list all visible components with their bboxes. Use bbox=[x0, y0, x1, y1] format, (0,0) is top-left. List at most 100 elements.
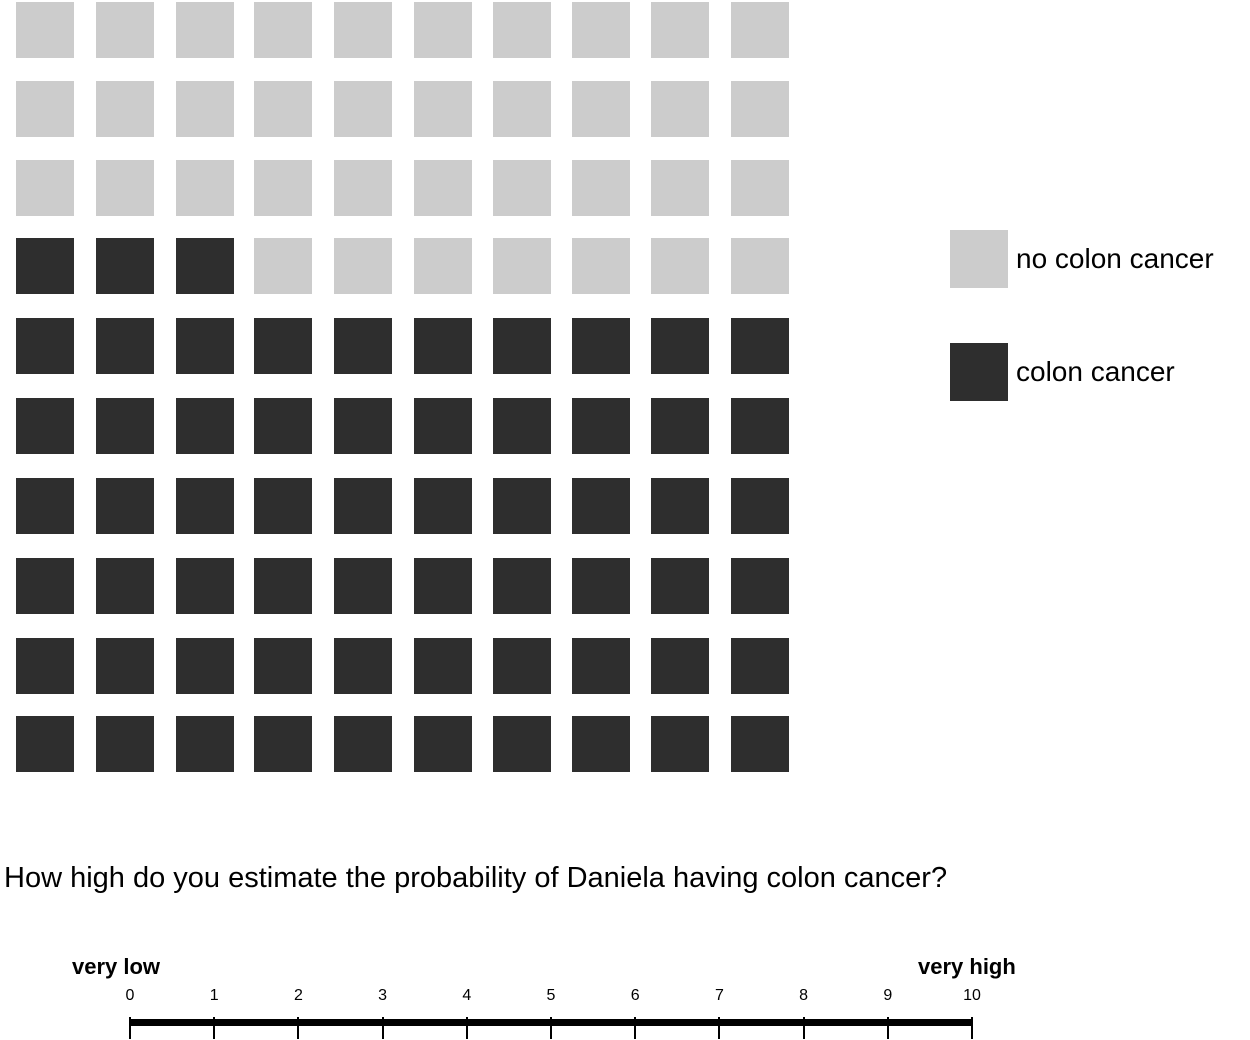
person-icon-colon-cancer bbox=[254, 398, 312, 454]
person-icon-colon-cancer bbox=[334, 638, 392, 694]
person-icon-colon-cancer bbox=[493, 716, 551, 772]
person-icon-colon-cancer bbox=[572, 558, 630, 614]
person-icon-no-colon-cancer bbox=[16, 81, 74, 137]
scale-tick-3[interactable] bbox=[381, 1017, 384, 1039]
person-icon-colon-cancer bbox=[176, 478, 234, 534]
icon-array bbox=[0, 0, 800, 780]
person-icon-no-colon-cancer bbox=[334, 81, 392, 137]
person-icon-colon-cancer bbox=[96, 638, 154, 694]
person-icon-no-colon-cancer bbox=[651, 238, 709, 294]
person-icon-colon-cancer bbox=[176, 558, 234, 614]
legend-item-no-colon-cancer: no colon cancer bbox=[950, 230, 1214, 288]
person-icon-no-colon-cancer bbox=[254, 160, 312, 216]
person-icon-no-colon-cancer bbox=[493, 2, 551, 58]
scale-tick-1[interactable] bbox=[213, 1017, 216, 1039]
person-icon-colon-cancer bbox=[651, 558, 709, 614]
scale-tick-label-1: 1 bbox=[209, 987, 219, 1004]
person-icon-no-colon-cancer bbox=[334, 238, 392, 294]
person-icon-colon-cancer bbox=[572, 318, 630, 374]
person-icon-colon-cancer bbox=[96, 318, 154, 374]
person-icon-colon-cancer bbox=[731, 478, 789, 534]
person-icon-colon-cancer bbox=[731, 558, 789, 614]
scale-tick-0[interactable] bbox=[129, 1017, 131, 1039]
legend-label-colon-cancer: colon cancer bbox=[1016, 356, 1175, 387]
person-icon-no-colon-cancer bbox=[572, 238, 630, 294]
person-icon-colon-cancer bbox=[651, 398, 709, 454]
person-icon-colon-cancer bbox=[651, 716, 709, 772]
person-icon-colon-cancer bbox=[96, 716, 154, 772]
scale-tick-4[interactable] bbox=[465, 1017, 468, 1039]
scale-tick-10[interactable] bbox=[971, 1017, 973, 1039]
scale-tick-2[interactable] bbox=[297, 1017, 300, 1039]
person-icon-colon-cancer bbox=[96, 398, 154, 454]
person-icon-colon-cancer bbox=[334, 478, 392, 534]
person-icon-colon-cancer bbox=[96, 558, 154, 614]
person-icon-no-colon-cancer bbox=[651, 81, 709, 137]
person-icon-no-colon-cancer bbox=[731, 81, 789, 137]
person-icon-colon-cancer bbox=[254, 318, 312, 374]
person-icon-colon-cancer bbox=[176, 638, 234, 694]
person-icon-no-colon-cancer bbox=[493, 238, 551, 294]
person-icon-colon-cancer bbox=[414, 318, 472, 374]
person-icon-no-colon-cancer bbox=[254, 238, 312, 294]
scale-high-label: very high bbox=[918, 954, 1016, 979]
person-icon-colon-cancer bbox=[572, 398, 630, 454]
scale-tick-9[interactable] bbox=[886, 1017, 889, 1039]
person-icon-colon-cancer bbox=[254, 478, 312, 534]
person-icon-colon-cancer bbox=[254, 638, 312, 694]
person-icon-no-colon-cancer bbox=[414, 81, 472, 137]
person-icon-no-colon-cancer bbox=[651, 160, 709, 216]
scale-tick-label-6: 6 bbox=[630, 987, 640, 1004]
scale-tick-label-7: 7 bbox=[714, 987, 724, 1004]
scale-tick-label-4: 4 bbox=[462, 987, 472, 1004]
scale-tick-label-9: 9 bbox=[883, 987, 893, 1004]
scale-tick-label-3: 3 bbox=[378, 987, 388, 1004]
person-icon-colon-cancer bbox=[176, 238, 234, 294]
person-icon-no-colon-cancer bbox=[96, 160, 154, 216]
person-icon-colon-cancer bbox=[16, 558, 74, 614]
scale-tick-7[interactable] bbox=[718, 1017, 721, 1039]
person-icon-colon-cancer bbox=[16, 238, 74, 294]
person-icon-no-colon-cancer bbox=[254, 2, 312, 58]
person-icon-colon-cancer bbox=[731, 318, 789, 374]
scale-low-label: very low bbox=[72, 954, 161, 979]
person-icon-no-colon-cancer bbox=[731, 2, 789, 58]
person-icon-colon-cancer bbox=[572, 716, 630, 772]
legend-label-no-colon-cancer: no colon cancer bbox=[1016, 243, 1214, 274]
person-icon-colon-cancer bbox=[16, 478, 74, 534]
person-icon-no-colon-cancer bbox=[16, 160, 74, 216]
person-icon-colon-cancer bbox=[651, 638, 709, 694]
legend-item-colon-cancer: colon cancer bbox=[950, 343, 1175, 401]
person-icon-no-colon-cancer bbox=[572, 2, 630, 58]
person-icon-colon-cancer bbox=[493, 558, 551, 614]
person-icon-colon-cancer bbox=[651, 478, 709, 534]
person-icon-no-colon-cancer bbox=[493, 81, 551, 137]
person-icon-colon-cancer bbox=[414, 716, 472, 772]
person-icon-colon-cancer bbox=[651, 318, 709, 374]
person-icon-colon-cancer bbox=[96, 478, 154, 534]
person-icon-colon-cancer bbox=[414, 478, 472, 534]
person-icon-colon-cancer bbox=[16, 318, 74, 374]
person-icon-no-colon-cancer bbox=[572, 81, 630, 137]
person-icon-no-colon-cancer bbox=[176, 160, 234, 216]
person-icon-colon-cancer bbox=[176, 716, 234, 772]
scale-tick-label-5: 5 bbox=[546, 987, 556, 1004]
legend-swatch-colon-cancer bbox=[950, 343, 1008, 401]
person-icon-no-colon-cancer bbox=[96, 81, 154, 137]
person-icon-colon-cancer bbox=[493, 638, 551, 694]
person-icon-colon-cancer bbox=[493, 478, 551, 534]
person-icon-no-colon-cancer bbox=[731, 238, 789, 294]
person-icon-no-colon-cancer bbox=[731, 160, 789, 216]
probability-rating-scale[interactable]: 0 1 2 3 4 5 6 7 8 9 10 bbox=[110, 985, 1000, 1040]
person-icon-colon-cancer bbox=[96, 238, 154, 294]
person-icon-no-colon-cancer bbox=[414, 238, 472, 294]
person-icon-no-colon-cancer bbox=[493, 160, 551, 216]
person-icon-colon-cancer bbox=[334, 716, 392, 772]
scale-tick-6[interactable] bbox=[634, 1017, 637, 1039]
person-icon-no-colon-cancer bbox=[414, 160, 472, 216]
person-icon-no-colon-cancer bbox=[334, 160, 392, 216]
scale-tick-5[interactable] bbox=[550, 1017, 552, 1039]
person-icon-no-colon-cancer bbox=[176, 81, 234, 137]
person-icon-colon-cancer bbox=[254, 558, 312, 614]
scale-tick-8[interactable] bbox=[802, 1017, 805, 1039]
